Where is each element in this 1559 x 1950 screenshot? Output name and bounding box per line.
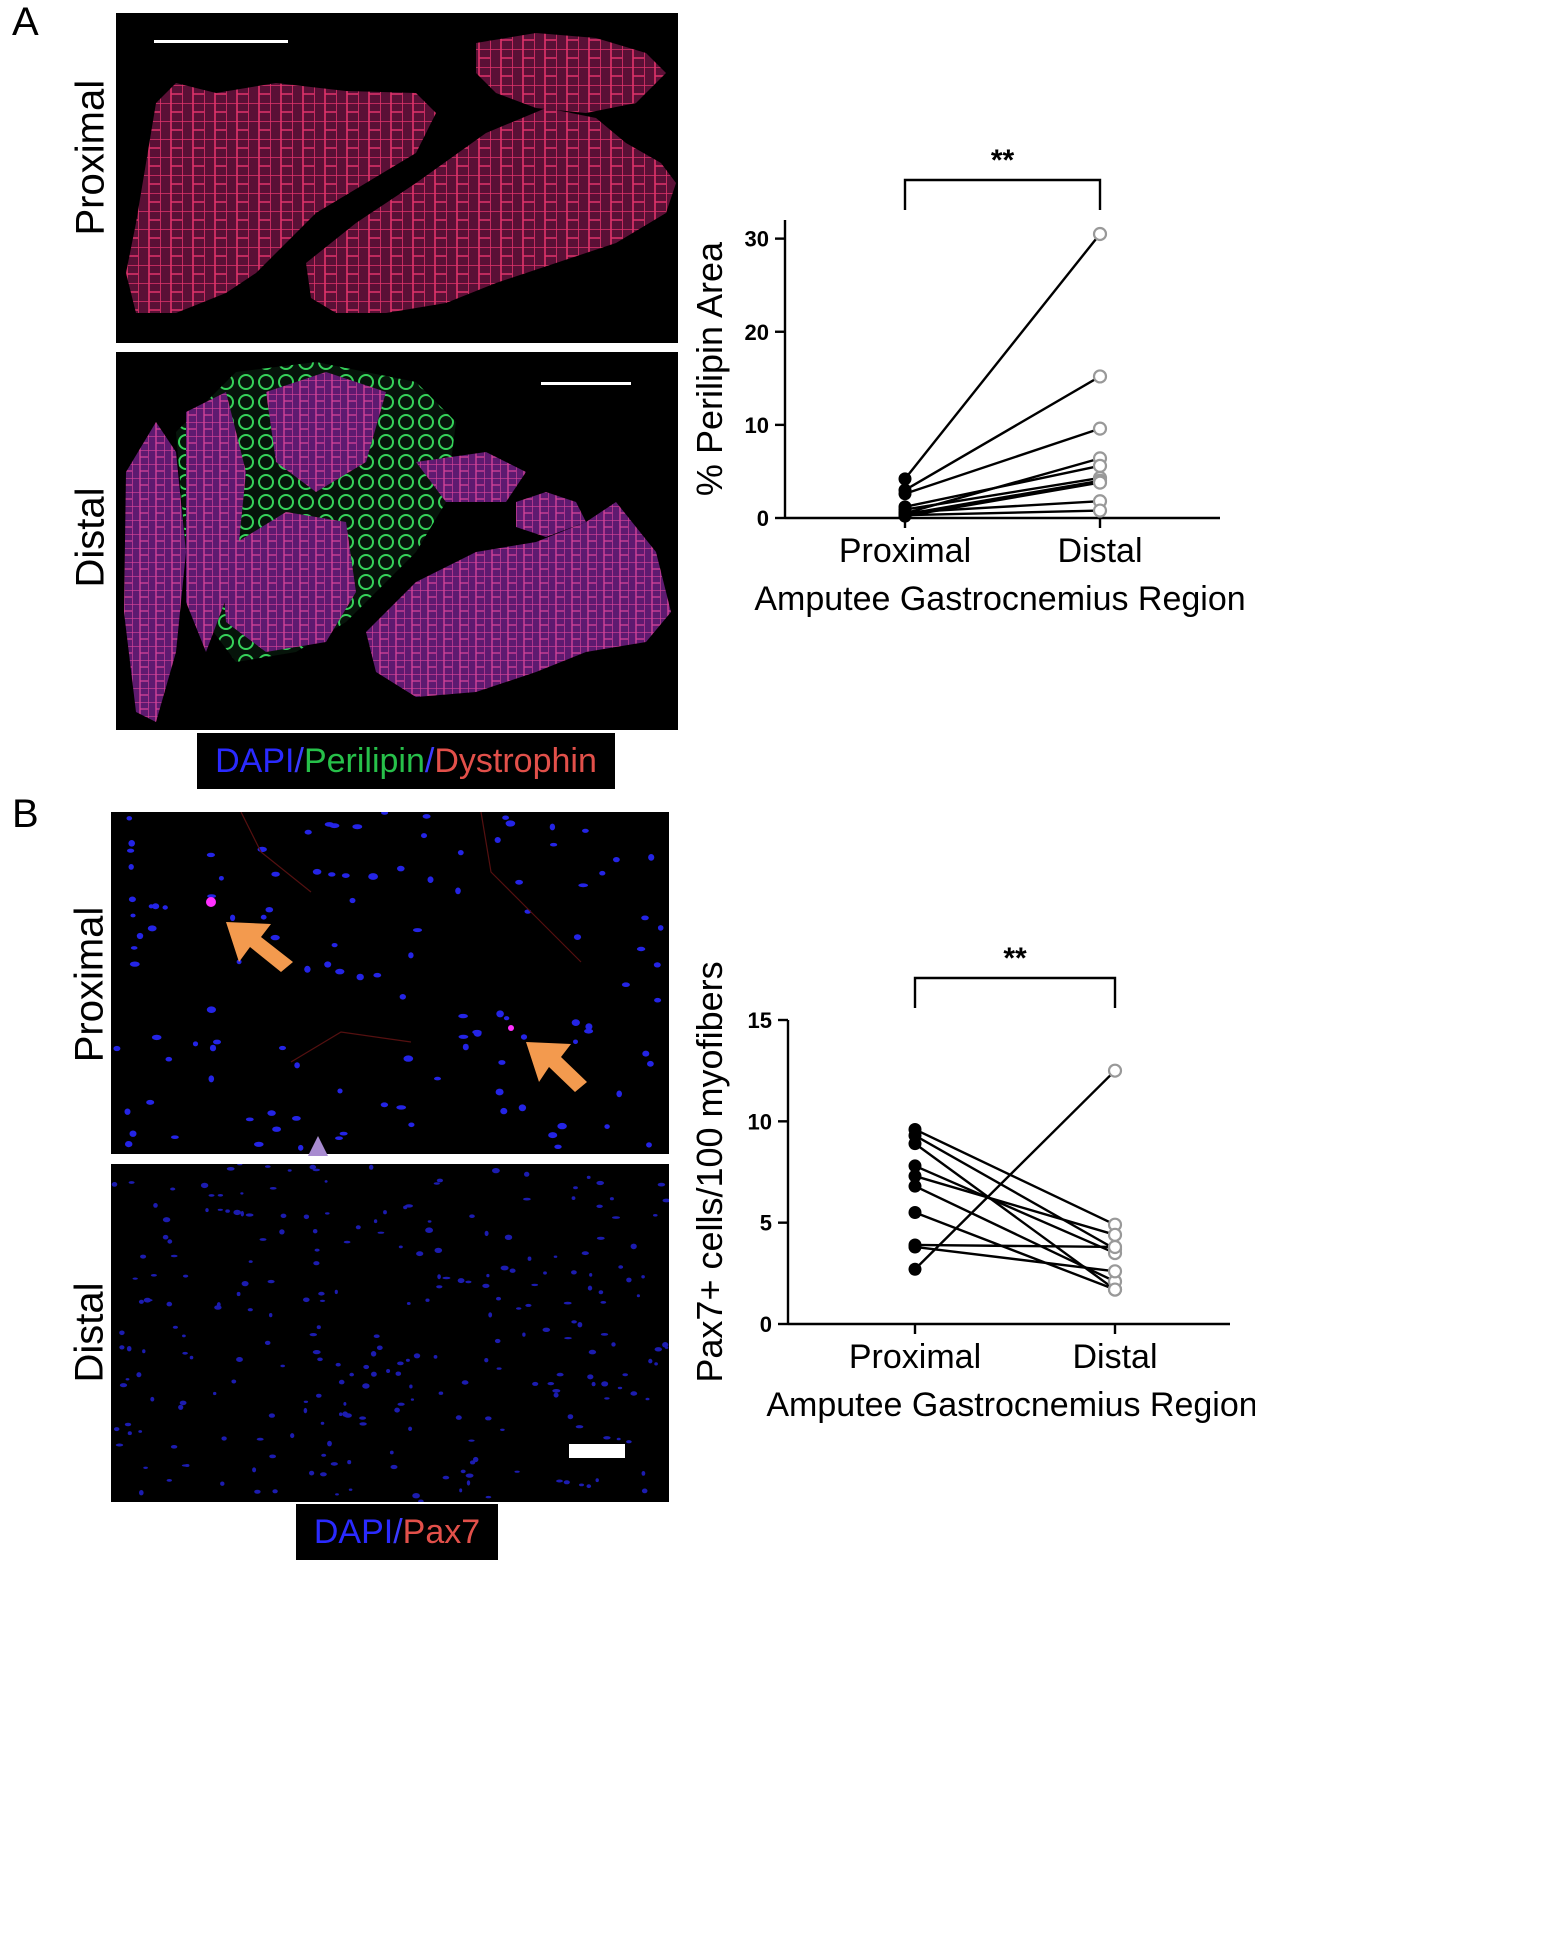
panel-a-row-label-distal: Distal — [68, 487, 113, 588]
significance-bracket — [913, 976, 1117, 1008]
panel-a-stain-legend: DAPI / Perilipin / Dystrophin — [197, 733, 615, 789]
distal-point — [1092, 226, 1108, 242]
distal-point — [1092, 421, 1108, 436]
significance-label: ** — [1003, 942, 1027, 975]
legend-perilipin: Perilipin — [303, 741, 425, 780]
pax7-cells-chart: 0 5 10 15 Proximal Distal Amputee Gastrocnemiu… — [690, 942, 1255, 1424]
pair-line — [914, 1128, 1116, 1226]
proximal-point — [908, 1159, 922, 1173]
legend-dapi: DAPI — [313, 1512, 394, 1551]
arrow-icon — [226, 922, 293, 972]
distal-point — [1107, 1264, 1123, 1279]
legend-dapi: DAPI — [215, 741, 295, 780]
panel-a-row-label-proximal: Proximal — [68, 79, 113, 236]
arrowhead-icon — [308, 1136, 328, 1156]
distal-point — [1092, 369, 1108, 384]
proximal-point — [908, 1262, 922, 1276]
panel-b-row-label-proximal: Proximal — [67, 906, 112, 1063]
distal-point — [1107, 1282, 1123, 1297]
pair-line — [904, 500, 1101, 514]
significance-label: ** — [991, 144, 1015, 177]
pair-line — [904, 476, 1101, 511]
distal-point — [1092, 458, 1108, 473]
x-axis-label: Amputee Gastrocnemius Region — [766, 1386, 1255, 1424]
distal-point — [1107, 1227, 1123, 1242]
y-tick-label: 5 — [760, 1211, 772, 1236]
y-tick-label: 20 — [745, 320, 769, 345]
panel-a-distal-image — [116, 352, 678, 730]
pair-line — [904, 464, 1101, 508]
distal-point — [1092, 503, 1108, 518]
y-axis-label: Pax7+ cells/100 myofibers — [690, 961, 730, 1382]
significance-bracket — [903, 178, 1102, 210]
panel-a-proximal-image — [116, 13, 678, 343]
pair-line — [904, 479, 1101, 516]
pair-line — [914, 1211, 1116, 1291]
y-tick-label: 10 — [745, 413, 769, 438]
x-tick-label: Proximal — [849, 1338, 981, 1376]
distal-point — [1092, 475, 1108, 490]
x-tick-label: Proximal — [839, 532, 971, 570]
x-axis-label: Amputee Gastrocnemius Region — [754, 580, 1245, 618]
panel-b-row-label-distal: Distal — [67, 1282, 112, 1383]
y-tick-label: 30 — [745, 227, 769, 252]
pair-line — [904, 233, 1101, 480]
panel-b-distal-nuclei — [111, 1164, 669, 1502]
legend-slash: / — [294, 741, 304, 780]
y-tick-label: 10 — [748, 1109, 772, 1134]
legend-slash: / — [424, 741, 435, 780]
proximal-point — [898, 508, 912, 522]
panel-b-proximal-nuclei — [113, 812, 664, 1151]
legend-pax7: Pax7 — [402, 1512, 481, 1551]
perilipin-area-chart: 0 10 20 30 Proximal Distal Amputee Gastrocnemi… — [690, 144, 1246, 618]
pair-line — [904, 509, 1101, 517]
x-tick-label: Distal — [1072, 1338, 1157, 1376]
pair-line — [914, 1185, 1116, 1283]
pair-line — [904, 375, 1101, 492]
panel-b-proximal-image — [111, 812, 669, 1154]
panel-b-stain-legend: DAPI / Pax7 — [296, 1504, 498, 1560]
distal-point — [1107, 1063, 1123, 1078]
legend-dystrophin: Dystrophin — [434, 741, 597, 780]
proximal-point — [898, 487, 912, 501]
panel-b-distal-image — [111, 1164, 669, 1502]
x-tick-label: Distal — [1057, 532, 1142, 570]
pair-line — [914, 1243, 1116, 1249]
proximal-point — [908, 1137, 922, 1151]
proximal-point — [898, 472, 912, 486]
y-tick-label: 0 — [757, 506, 769, 531]
pair-line — [914, 1245, 1116, 1273]
arrow-icon — [526, 1042, 587, 1092]
proximal-point — [908, 1240, 922, 1254]
proximal-point — [908, 1179, 922, 1193]
distal-point — [1107, 1239, 1123, 1255]
pair-line — [914, 1069, 1116, 1271]
y-tick-label: 15 — [748, 1008, 772, 1033]
pair-line — [914, 1134, 1116, 1251]
y-tick-label: 0 — [760, 1312, 772, 1337]
panel-b-letter: B — [12, 792, 39, 836]
proximal-point — [908, 1206, 922, 1220]
panel-a-letter: A — [12, 0, 39, 44]
proximal-point — [908, 1169, 922, 1183]
pair-line — [904, 427, 1101, 495]
pair-line — [914, 1164, 1116, 1255]
legend-slash: / — [393, 1512, 403, 1551]
pair-line — [914, 1174, 1116, 1236]
y-axis-label: % Perilipin Area — [690, 241, 730, 496]
